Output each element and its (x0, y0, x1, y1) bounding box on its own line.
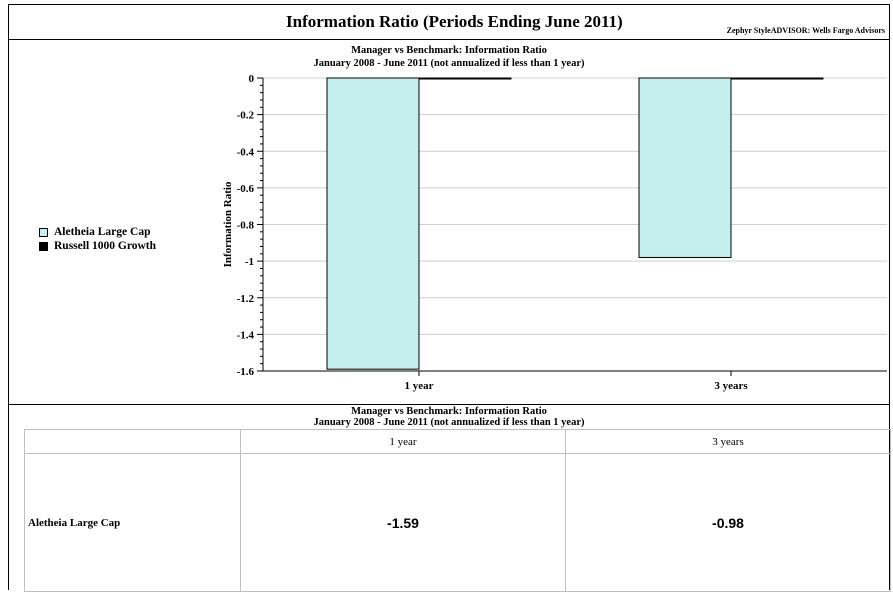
legend-label-aletheia: Aletheia Large Cap (54, 226, 151, 238)
y-tick-label: -0.4 (237, 146, 255, 158)
table-header-row: 1 year 3 years (24, 429, 891, 454)
y-tick-label: -1 (245, 256, 254, 268)
table-cell-3-years: -0.98 (565, 453, 891, 592)
report-header: Information Ratio (Periods Ending June 2… (9, 5, 889, 40)
table-row: Aletheia Large Cap -1.59 -0.98 (24, 453, 891, 592)
table-title: Manager vs Benchmark: Information Ratio … (9, 406, 889, 428)
page-title: Information Ratio (Periods Ending June 2… (286, 12, 623, 31)
y-axis-label: Information Ratio (222, 181, 234, 267)
chart-section: Manager vs Benchmark: Information Ratio … (9, 40, 889, 405)
y-tick-label: -0.2 (237, 110, 255, 122)
legend-item-aletheia: Aletheia Large Cap (39, 225, 156, 239)
y-tick-label: -0.8 (237, 220, 255, 232)
chart-title-line2: January 2008 - June 2011 (not annualized… (313, 58, 585, 69)
x-tick-label: 1 year (404, 380, 433, 392)
table-row-label: Aletheia Large Cap (24, 453, 241, 592)
data-table: 1 year 3 years Aletheia Large Cap -1.59 … (24, 429, 891, 592)
table-header-1-year: 1 year (240, 429, 566, 454)
chart-legend: Aletheia Large Cap Russell 1000 Growth (39, 225, 156, 253)
bar-chart: 0 -0.2 -0.4 -0.6 -0.8 -1 -1.2 -1.4 -1.6 Informati… (222, 73, 887, 392)
y-tick-label: -0.6 (237, 183, 255, 195)
bar-russell (418, 77, 512, 80)
report-frame: Information Ratio (Periods Ending June 2… (8, 4, 891, 592)
y-tick-label: -1.2 (237, 293, 255, 305)
bar-russell (730, 77, 824, 80)
chart-title-line1: Manager vs Benchmark: Information Ratio (351, 45, 547, 56)
chart-title: Manager vs Benchmark: Information Ratio … (9, 44, 889, 70)
legend-label-russell: Russell 1000 Growth (54, 240, 157, 252)
table-title-line2: January 2008 - June 2011 (not annualized… (313, 417, 585, 428)
legend-item-russell: Russell 1000 Growth (39, 239, 156, 253)
table-title-line1: Manager vs Benchmark: Information Ratio (351, 406, 547, 417)
table-section: Manager vs Benchmark: Information Ratio … (9, 405, 891, 592)
legend-swatch-aletheia (39, 227, 48, 237)
x-tick-label: 3 years (714, 380, 748, 392)
bar-aletheia (638, 77, 732, 258)
legend-swatch-russell (39, 241, 48, 251)
y-tick-label: -1.6 (237, 366, 255, 378)
bar-aletheia (326, 77, 420, 370)
source-label: Zephyr StyleADVISOR: Wells Fargo Advisor… (726, 26, 885, 35)
table-header-blank (24, 429, 241, 454)
y-tick-label: 0 (249, 73, 255, 85)
y-tick-label: -1.4 (237, 329, 255, 341)
table-header-3-years: 3 years (565, 429, 891, 454)
table-cell-1-year: -1.59 (240, 453, 566, 592)
